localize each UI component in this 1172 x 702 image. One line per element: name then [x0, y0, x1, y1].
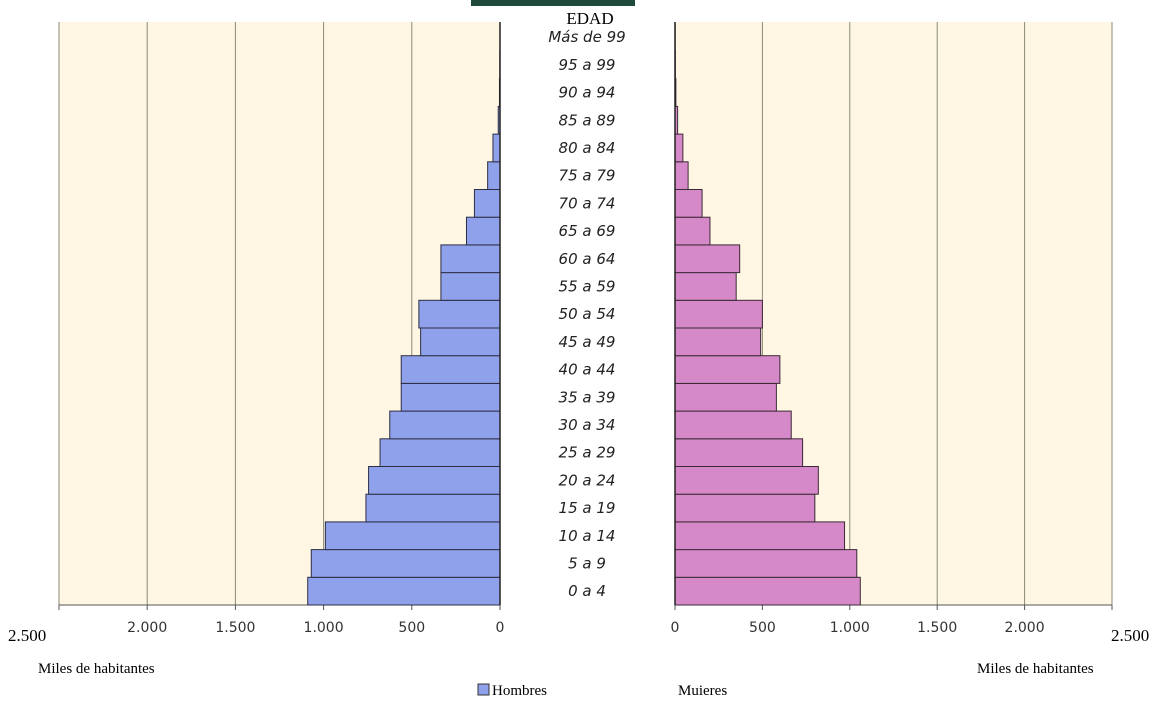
legend-label-mujeres: Muieres	[678, 683, 727, 699]
bar-hombres	[400, 355, 501, 384]
age-group-label: 25 a 29	[559, 444, 616, 462]
left-tick-label: 2.000	[127, 620, 167, 636]
bar-hombres	[418, 299, 501, 329]
bar-hombres	[379, 438, 501, 467]
age-group-label: 90 a 94	[559, 84, 616, 102]
age-group-label: 50 a 54	[559, 305, 616, 323]
age-group-label: 70 a 74	[559, 194, 616, 212]
bar-mujeres	[674, 410, 792, 440]
bar-mujeres	[674, 244, 741, 274]
right-axis-label: Miles de habitantes	[977, 661, 1094, 677]
bar-hombres	[310, 549, 501, 578]
bar-hombres	[440, 272, 501, 301]
bar-hombres	[420, 327, 501, 357]
bar-mujeres	[674, 161, 689, 191]
bar-hombres	[440, 244, 501, 274]
header-band	[471, 0, 635, 6]
right-tick-label: 1.500	[917, 620, 957, 636]
age-group-label: 40 a 44	[559, 361, 616, 379]
bar-mujeres	[674, 438, 804, 467]
bar-hombres	[389, 410, 501, 440]
bar-hombres	[307, 576, 501, 606]
bar-mujeres	[674, 216, 711, 246]
age-group-label: 0 a 4	[568, 582, 606, 600]
right-tick-label: 0	[671, 620, 680, 636]
bar-mujeres	[674, 133, 684, 163]
age-group-label: 10 a 14	[559, 527, 616, 545]
left-corner-tick: 2.500	[8, 626, 46, 645]
bar-mujeres	[674, 355, 781, 384]
legend-label-hombres: Hombres	[492, 683, 547, 699]
age-group-label: 85 a 89	[559, 111, 616, 129]
bar-hombres	[473, 189, 501, 218]
bar-hombres	[465, 216, 501, 246]
left-tick-label: 500	[398, 620, 425, 636]
right-corner-tick: 2.500	[1111, 626, 1149, 645]
age-group-label: 60 a 64	[559, 250, 616, 268]
bar-hombres	[487, 161, 501, 191]
age-group-label: 30 a 34	[559, 416, 616, 434]
left-tick-label: 0	[496, 620, 505, 636]
left-tick-label: 1.000	[304, 620, 344, 636]
age-group-label: 15 a 19	[559, 499, 616, 517]
bar-mujeres	[674, 189, 703, 218]
bar-mujeres	[674, 521, 846, 551]
left-axis-label: Miles de habitantes	[38, 661, 155, 677]
bar-hombres	[492, 133, 501, 163]
age-group-label: Más de 99	[548, 28, 625, 46]
age-group-label: 20 a 24	[559, 471, 616, 489]
age-group-label: 45 a 49	[559, 333, 616, 351]
right-tick-label: 500	[749, 620, 776, 636]
left-tick-label: 1.500	[215, 620, 255, 636]
bar-hombres	[368, 466, 501, 495]
age-group-label: 95 a 99	[559, 56, 616, 74]
bar-mujeres	[674, 576, 861, 606]
right-tick-label: 1.000	[830, 620, 870, 636]
age-group-label: 80 a 84	[559, 139, 616, 157]
legend-swatch-hombres	[477, 683, 490, 696]
bar-hombres	[400, 382, 501, 412]
age-group-label: 55 a 59	[559, 277, 616, 295]
bar-mujeres	[674, 382, 777, 412]
bar-hombres	[324, 521, 501, 551]
bar-mujeres	[674, 272, 737, 301]
bar-mujeres	[674, 549, 858, 578]
bar-mujeres	[674, 466, 819, 495]
bar-mujeres	[674, 327, 762, 357]
age-group-label: 75 a 79	[559, 167, 616, 185]
chart-title: EDAD	[566, 9, 613, 28]
age-group-label: 5 a 9	[568, 554, 606, 572]
right-tick-label: 2.000	[1005, 620, 1045, 636]
bar-hombres	[365, 493, 501, 523]
age-group-label: 35 a 39	[559, 388, 616, 406]
age-group-label: 65 a 69	[559, 222, 616, 240]
bar-mujeres	[674, 299, 763, 329]
bar-mujeres	[674, 493, 816, 523]
